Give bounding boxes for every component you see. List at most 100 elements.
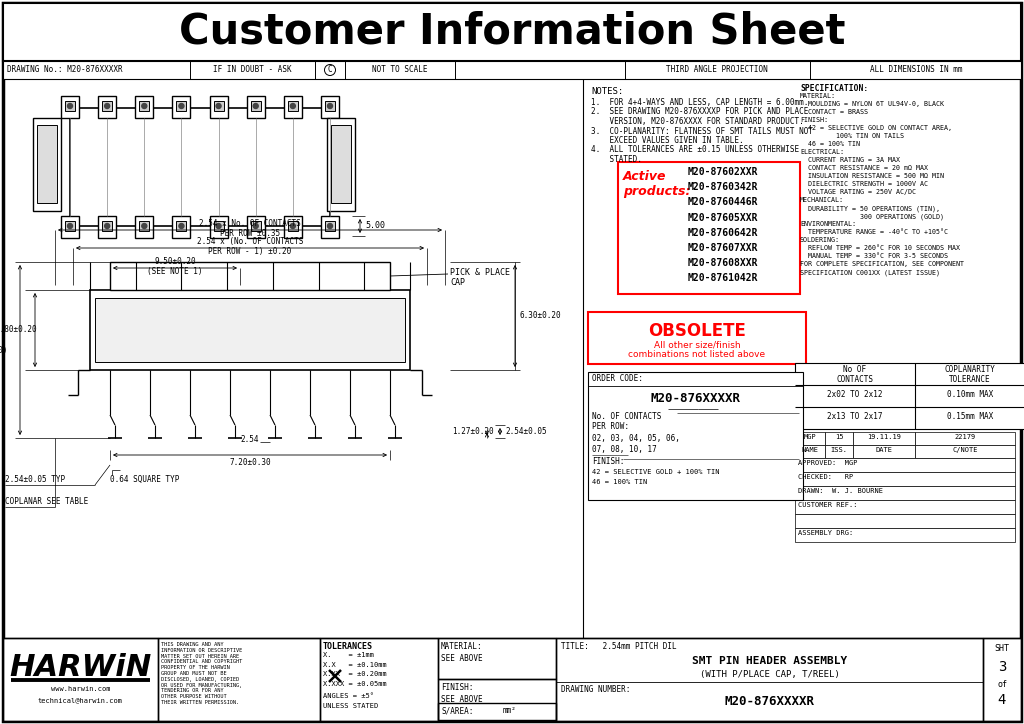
Text: DRAWN:  W. J. BOURNE: DRAWN: W. J. BOURNE xyxy=(798,488,883,494)
Text: DRAWING NUMBER:: DRAWING NUMBER: xyxy=(561,685,631,694)
Bar xyxy=(33,118,61,211)
Bar xyxy=(795,432,825,445)
Text: M20-876XXXXR: M20-876XXXXR xyxy=(725,695,814,708)
Text: OBSOLETE: OBSOLETE xyxy=(648,322,745,340)
Text: C/NOTE: C/NOTE xyxy=(952,447,978,453)
Bar xyxy=(135,96,154,118)
Circle shape xyxy=(104,224,110,229)
Bar xyxy=(3,61,1021,79)
Text: No OF
CONTACTS: No OF CONTACTS xyxy=(837,365,873,384)
Bar xyxy=(325,221,335,231)
Text: SOLDERING:: SOLDERING: xyxy=(800,237,840,243)
Text: ALL DIMENSIONS IN mm: ALL DIMENSIONS IN mm xyxy=(869,65,963,75)
Text: 22179: 22179 xyxy=(954,434,976,440)
Bar xyxy=(588,312,806,364)
Text: 19.11.19: 19.11.19 xyxy=(867,434,901,440)
Text: MANUAL TEMP = 330°C FOR 3-5 SECONDS: MANUAL TEMP = 330°C FOR 3-5 SECONDS xyxy=(800,253,948,259)
Text: CONTACT = BRASS: CONTACT = BRASS xyxy=(800,109,868,115)
Circle shape xyxy=(253,224,258,229)
Bar xyxy=(247,96,265,118)
Text: THIRD ANGLE PROJECTION: THIRD ANGLE PROJECTION xyxy=(667,65,768,75)
Text: MECHANICAL:: MECHANICAL: xyxy=(800,197,844,203)
Bar xyxy=(588,372,803,500)
Text: 2.  SEE DRAWING M20-876XXXXP FOR PICK AND PLACE: 2. SEE DRAWING M20-876XXXXP FOR PICK AND… xyxy=(591,107,808,117)
Text: Active: Active xyxy=(623,169,667,182)
Bar xyxy=(288,221,298,231)
Bar xyxy=(210,96,227,118)
Circle shape xyxy=(179,104,184,109)
Bar xyxy=(172,216,190,238)
Bar xyxy=(214,101,223,111)
Bar xyxy=(210,216,227,238)
Text: Customer Information Sheet: Customer Information Sheet xyxy=(179,11,845,53)
Bar xyxy=(102,221,113,231)
Text: X.XX  = ±0.20mm: X.XX = ±0.20mm xyxy=(323,671,387,677)
Text: 2.54 x No. OF CONTACTS: 2.54 x No. OF CONTACTS xyxy=(199,219,301,228)
Text: (11.30): (11.30) xyxy=(0,345,7,355)
Text: 46 = 100% TIN: 46 = 100% TIN xyxy=(800,141,860,147)
Bar xyxy=(172,96,190,118)
Circle shape xyxy=(328,224,333,229)
Text: MGP: MGP xyxy=(804,434,816,440)
Text: 2.54±0.05: 2.54±0.05 xyxy=(505,426,547,436)
Bar xyxy=(65,101,75,111)
Bar xyxy=(70,108,330,226)
Bar xyxy=(90,290,410,370)
Text: No. OF CONTACTS: No. OF CONTACTS xyxy=(592,412,662,421)
Text: 6.30±0.20: 6.30±0.20 xyxy=(520,311,561,321)
Bar xyxy=(853,445,915,458)
Text: 07, 08, 10, 17: 07, 08, 10, 17 xyxy=(592,445,656,454)
Text: MOULDING = NYLON 6T UL94V-0, BLACK: MOULDING = NYLON 6T UL94V-0, BLACK xyxy=(800,101,944,107)
Text: VOLTAGE RATING = 250V AC/DC: VOLTAGE RATING = 250V AC/DC xyxy=(800,189,916,195)
Circle shape xyxy=(291,224,295,229)
Circle shape xyxy=(216,104,221,109)
Text: ENVIRONMENTAL:: ENVIRONMENTAL: xyxy=(800,221,856,227)
Bar xyxy=(331,125,351,203)
Bar xyxy=(158,638,319,721)
Text: of: of xyxy=(997,680,1007,689)
Circle shape xyxy=(328,104,333,109)
Text: M20-8760642R: M20-8760642R xyxy=(688,228,759,237)
Text: M20-87605XXR: M20-87605XXR xyxy=(688,213,759,222)
Text: STATED.: STATED. xyxy=(591,155,642,164)
Bar xyxy=(284,96,302,118)
Text: HARWiN: HARWiN xyxy=(9,654,152,683)
Text: SEE ABOVE: SEE ABOVE xyxy=(441,695,482,704)
Bar xyxy=(3,3,1021,61)
Text: EXCEED VALUES GIVEN IN TABLE.: EXCEED VALUES GIVEN IN TABLE. xyxy=(591,136,743,145)
Bar xyxy=(321,96,339,118)
Text: M20-8760446R: M20-8760446R xyxy=(688,198,759,207)
Bar xyxy=(61,216,79,238)
Text: 2x02 TO 2x12: 2x02 TO 2x12 xyxy=(827,390,883,399)
Bar xyxy=(438,679,556,720)
Bar xyxy=(321,216,339,238)
Bar xyxy=(284,216,302,238)
Text: ORDER CODE:: ORDER CODE: xyxy=(592,374,643,383)
Text: SPECIFICATION:: SPECIFICATION: xyxy=(800,84,868,93)
Circle shape xyxy=(141,104,146,109)
Bar xyxy=(65,221,75,231)
Bar xyxy=(556,638,983,721)
Bar xyxy=(135,216,154,238)
Bar xyxy=(251,221,261,231)
Text: FOR COMPLETE SPECIFICATION, SEE COMPONENT: FOR COMPLETE SPECIFICATION, SEE COMPONEN… xyxy=(800,261,964,267)
Text: SEE ABOVE: SEE ABOVE xyxy=(441,654,482,663)
Text: VERSION, M20-876XXXX FOR STANDARD PRODUCT.: VERSION, M20-876XXXX FOR STANDARD PRODUC… xyxy=(591,117,804,126)
Bar xyxy=(214,221,223,231)
Text: 2.54 x (No. OF CONTACTS: 2.54 x (No. OF CONTACTS xyxy=(197,237,303,246)
Text: FINISH:: FINISH: xyxy=(800,117,828,123)
Text: M20-87607XXR: M20-87607XXR xyxy=(688,243,759,253)
Bar xyxy=(795,500,1015,514)
Text: M20-87602XXR: M20-87602XXR xyxy=(688,167,759,177)
Text: COPLANARITY
TOLERANCE: COPLANARITY TOLERANCE xyxy=(944,365,995,384)
Bar xyxy=(853,432,915,445)
Bar xyxy=(795,445,825,458)
Bar xyxy=(825,432,853,445)
Text: DIELECTRIC STRENGTH = 1000V AC: DIELECTRIC STRENGTH = 1000V AC xyxy=(800,181,928,187)
Text: TOLERANCES: TOLERANCES xyxy=(323,642,373,651)
Text: M20-876XXXXR: M20-876XXXXR xyxy=(650,392,740,405)
Text: SMT PIN HEADER ASSEMBLY: SMT PIN HEADER ASSEMBLY xyxy=(692,656,847,666)
Text: PER ROW:: PER ROW: xyxy=(592,422,629,431)
Text: 5.00: 5.00 xyxy=(365,222,385,230)
Bar xyxy=(95,298,406,362)
